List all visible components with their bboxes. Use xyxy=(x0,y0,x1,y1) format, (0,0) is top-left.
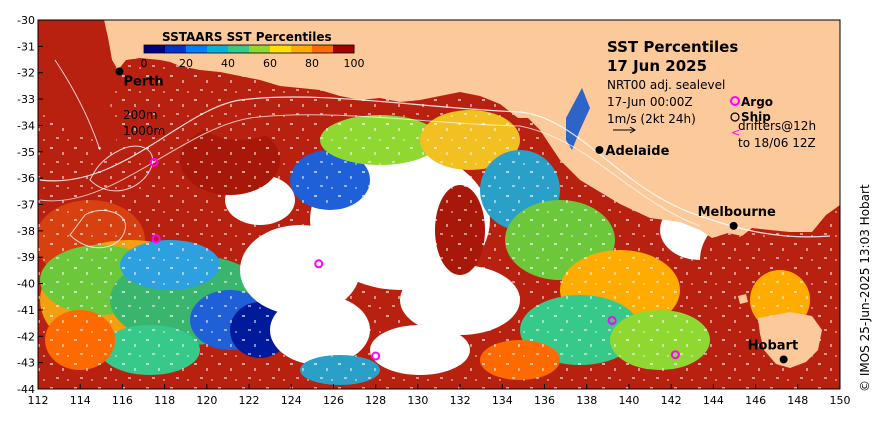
ship-legend-icon xyxy=(730,112,740,122)
argo-float-marker xyxy=(371,351,381,361)
x-tick-label: 112 xyxy=(28,394,49,407)
contour-1000-label: 1000m xyxy=(123,124,165,138)
argo-float-marker xyxy=(149,157,159,167)
y-tick-label: -30 xyxy=(17,14,35,27)
city-dot xyxy=(779,355,788,364)
argo-legend-label: Argo xyxy=(741,95,773,109)
y-tick-label: -37 xyxy=(17,199,35,212)
argo-float-marker xyxy=(670,350,680,360)
map-date: 17 Jun 2025 xyxy=(607,57,707,75)
y-tick-label: -36 xyxy=(17,172,35,185)
colorbar-cell xyxy=(186,45,208,53)
y-tick-label: -44 xyxy=(17,383,35,396)
argo-float-marker xyxy=(151,234,161,244)
argo-float-marker xyxy=(607,315,617,325)
x-tick-label: 126 xyxy=(323,394,344,407)
sst-field xyxy=(38,20,840,389)
colorbar-cell xyxy=(249,45,271,53)
colorbar-cell xyxy=(207,45,229,53)
x-tick-label: 118 xyxy=(154,394,175,407)
y-tick-label: -31 xyxy=(17,40,35,53)
map-title: SST Percentiles xyxy=(607,38,738,56)
scale-label: 1m/s (2kt 24h) xyxy=(607,112,696,126)
colorbar-tick-label: 80 xyxy=(305,57,319,70)
colorbar-tick-label: 100 xyxy=(344,57,365,70)
drifter-legend-icon: < xyxy=(731,126,740,139)
x-tick-label: 140 xyxy=(618,394,639,407)
cities: Perth Adelaide Melbourne Hobart xyxy=(115,67,799,364)
x-tick-label: 146 xyxy=(745,394,766,407)
x-tick-label: 130 xyxy=(407,394,428,407)
tasmania-land xyxy=(758,312,822,368)
x-tick-label: 144 xyxy=(703,394,724,407)
argo-float-marker xyxy=(314,259,324,269)
x-tick-label: 116 xyxy=(112,394,133,407)
colorbar-frame xyxy=(143,44,355,54)
city-dot xyxy=(729,221,738,230)
city-dot xyxy=(595,145,604,154)
colorbar-cell xyxy=(228,45,250,53)
x-tick-label: 122 xyxy=(239,394,260,407)
x-tick-label: 114 xyxy=(70,394,91,407)
x-tick-label: 132 xyxy=(450,394,471,407)
colorbar-tick-label: 60 xyxy=(263,57,277,70)
argo-floats xyxy=(149,157,680,361)
y-tick-label: -38 xyxy=(17,225,35,238)
time-label: 17-Jun 00:00Z xyxy=(607,95,693,109)
colorbar-title: SSTAARS SST Percentiles xyxy=(162,30,332,44)
y-tick-label: -40 xyxy=(17,278,35,291)
x-tick-label: 138 xyxy=(576,394,597,407)
argo-legend-icon xyxy=(730,96,740,106)
y-tick-label: -33 xyxy=(17,93,35,106)
spencer-gulf xyxy=(566,88,590,150)
y-tick-label: -41 xyxy=(17,304,35,317)
city-label: Adelaide xyxy=(605,144,669,159)
y-tick-label: -43 xyxy=(17,357,35,370)
x-tick-label: 136 xyxy=(534,394,555,407)
y-tick-label: -39 xyxy=(17,251,35,264)
colorbar-tick-label: 20 xyxy=(179,57,193,70)
x-tick-label: 134 xyxy=(492,394,513,407)
y-tick-label: -42 xyxy=(17,330,35,343)
drifters-period-label: to 18/06 12Z xyxy=(738,136,816,150)
y-axis: -30 -31 -32 -33 -34 -35 -36 -37 -38 -39 -40 -41 -42 -… xyxy=(17,14,43,396)
x-tick-label: 120 xyxy=(196,394,217,407)
colorbar-cell xyxy=(270,45,292,53)
copyright-label: © IMOS 25-Jun-2025 13:03 Hobart xyxy=(858,184,872,392)
contour-200-label: 200m xyxy=(123,108,158,122)
city-label: Hobart xyxy=(748,338,799,353)
y-tick-label: -32 xyxy=(17,67,35,80)
city-dot xyxy=(115,67,124,76)
x-tick-label: 128 xyxy=(365,394,386,407)
x-axis: 112 114 116 118 120 122 124 126 128 130 132 134 136 1… xyxy=(28,384,851,407)
velocity-scale-arrowhead xyxy=(629,126,636,134)
colorbar-cell xyxy=(312,45,334,53)
colorbar-cell xyxy=(165,45,187,53)
city-label: Melbourne xyxy=(698,205,776,220)
australia-land xyxy=(38,20,840,238)
y-tick-label: -35 xyxy=(17,146,35,159)
x-tick-label: 142 xyxy=(661,394,682,407)
drifters-legend-label: drifters@12h xyxy=(738,119,816,133)
colorbar-cell xyxy=(333,45,355,53)
colorbar-tick-label: 40 xyxy=(221,57,235,70)
product-label: NRT00 adj. sealevel xyxy=(607,78,725,92)
colorbar: SSTAARS SST Percentiles 0 20 40 60 80 100 xyxy=(141,30,365,70)
y-tick-label: -34 xyxy=(17,119,35,132)
colorbar-tick-label: 0 xyxy=(141,57,148,70)
city-label: Perth xyxy=(123,74,163,89)
x-tick-label: 150 xyxy=(830,394,851,407)
x-tick-label: 124 xyxy=(281,394,302,407)
ship-legend-label: Ship xyxy=(741,110,771,124)
x-tick-label: 148 xyxy=(787,394,808,407)
colorbar-cell xyxy=(144,45,166,53)
king-island xyxy=(738,294,748,304)
colorbar-cell xyxy=(291,45,313,53)
